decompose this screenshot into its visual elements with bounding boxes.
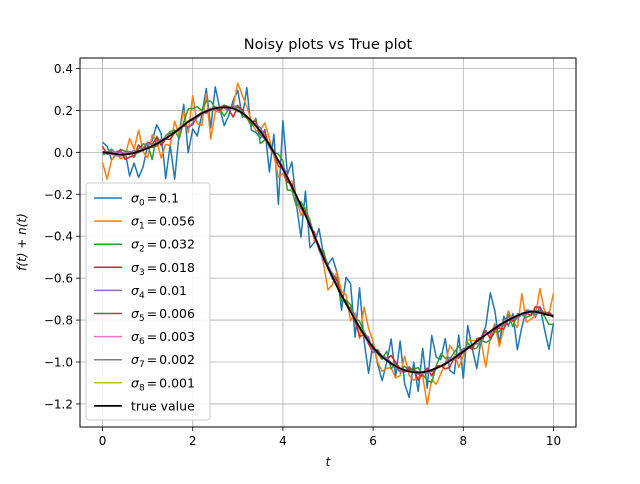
x-axis-label: t xyxy=(326,455,332,469)
y-axis-ticks: 0.4 0.2 0.0 −0.2 −0.4 −0.6 −0.8 −1.0 −1.2 xyxy=(44,62,80,411)
legend-sigma-index: 6 xyxy=(139,337,145,347)
x-axis-ticks: 0 2 4 6 8 10 xyxy=(99,427,561,448)
legend-sigma-value: 0.018 xyxy=(159,260,195,275)
legend-sigma-index: 7 xyxy=(139,360,145,370)
legend-equals: = xyxy=(147,283,157,298)
chart-title: Noisy plots vs True plot xyxy=(244,37,413,53)
legend-label: true value xyxy=(131,398,195,413)
legend-label: σ0 = 0.1 xyxy=(131,191,179,209)
y-tick-label: −0.4 xyxy=(44,230,73,244)
legend-sigma-symbol: σ xyxy=(131,283,140,298)
legend-equals: = xyxy=(147,237,157,252)
y-axis-label: f(t) + n(t) xyxy=(15,213,29,271)
legend-sigma-index: 5 xyxy=(139,314,145,324)
legend-label: σ6 = 0.003 xyxy=(131,329,195,347)
x-tick-label: 0 xyxy=(99,434,107,448)
legend-box xyxy=(85,182,211,421)
legend-sigma-index: 4 xyxy=(139,291,145,301)
legend-sigma-value: 0.1 xyxy=(159,191,179,206)
legend-sigma-value: 0.006 xyxy=(159,306,195,321)
x-tick-label: 6 xyxy=(369,434,377,448)
legend-label: σ8 = 0.001 xyxy=(131,375,195,393)
series-lines xyxy=(101,82,555,406)
x-tick-label: 2 xyxy=(189,434,197,448)
x-tick-label: 4 xyxy=(279,434,287,448)
series-line-true-value xyxy=(102,106,554,374)
legend-label: σ4 = 0.01 xyxy=(131,283,187,301)
y-tick-label: −0.2 xyxy=(44,188,73,202)
legend-equals: = xyxy=(147,329,157,344)
legend-label: σ5 = 0.006 xyxy=(131,306,195,324)
legend-sigma-symbol: σ xyxy=(131,214,140,229)
legend-sigma-value: 0.001 xyxy=(159,375,195,390)
legend-equals: = xyxy=(147,214,157,229)
legend-equals: = xyxy=(147,306,157,321)
y-tick-label: −1.2 xyxy=(44,397,73,411)
y-tick-label: −1.0 xyxy=(44,356,73,370)
legend-sigma-value: 0.01 xyxy=(159,283,187,298)
legend-sigma-value: 0.003 xyxy=(159,329,195,344)
legend-sigma-symbol: σ xyxy=(131,191,140,206)
y-tick-label: 0.0 xyxy=(54,146,73,160)
legend-equals: = xyxy=(147,352,157,367)
legend-sigma-symbol: σ xyxy=(131,375,140,390)
legend-sigma-symbol: σ xyxy=(131,329,140,344)
legend-sigma-index: 2 xyxy=(139,245,145,255)
x-tick-label: 8 xyxy=(459,434,467,448)
legend-sigma-value: 0.032 xyxy=(159,237,195,252)
legend-label: σ2 = 0.032 xyxy=(131,237,195,255)
legend-sigma-index: 8 xyxy=(139,383,145,393)
y-tick-label: −0.8 xyxy=(44,314,73,328)
legend-sigma-index: 3 xyxy=(139,268,145,278)
legend-sigma-symbol: σ xyxy=(131,237,140,252)
legend-label: σ3 = 0.018 xyxy=(131,260,195,278)
legend-sigma-symbol: σ xyxy=(131,352,140,367)
legend-sigma-symbol: σ xyxy=(131,260,140,275)
legend-sigma-index: 1 xyxy=(139,222,145,232)
legend-sigma-symbol: σ xyxy=(131,306,140,321)
legend-sigma-value: 0.056 xyxy=(159,214,195,229)
legend-label: σ7 = 0.002 xyxy=(131,352,195,370)
x-tick-label: 10 xyxy=(546,434,561,448)
legend-equals: = xyxy=(147,191,157,206)
legend-sigma-value: 0.002 xyxy=(159,352,195,367)
y-tick-label: 0.2 xyxy=(54,104,73,118)
y-tick-label: 0.4 xyxy=(54,62,73,76)
legend-sigma-index: 0 xyxy=(139,199,145,209)
plot-frame xyxy=(79,57,577,428)
legend-equals: = xyxy=(147,260,157,275)
legend-equals: = xyxy=(147,375,157,390)
legend-label: σ1 = 0.056 xyxy=(131,214,195,232)
y-tick-label: −0.6 xyxy=(44,272,73,286)
